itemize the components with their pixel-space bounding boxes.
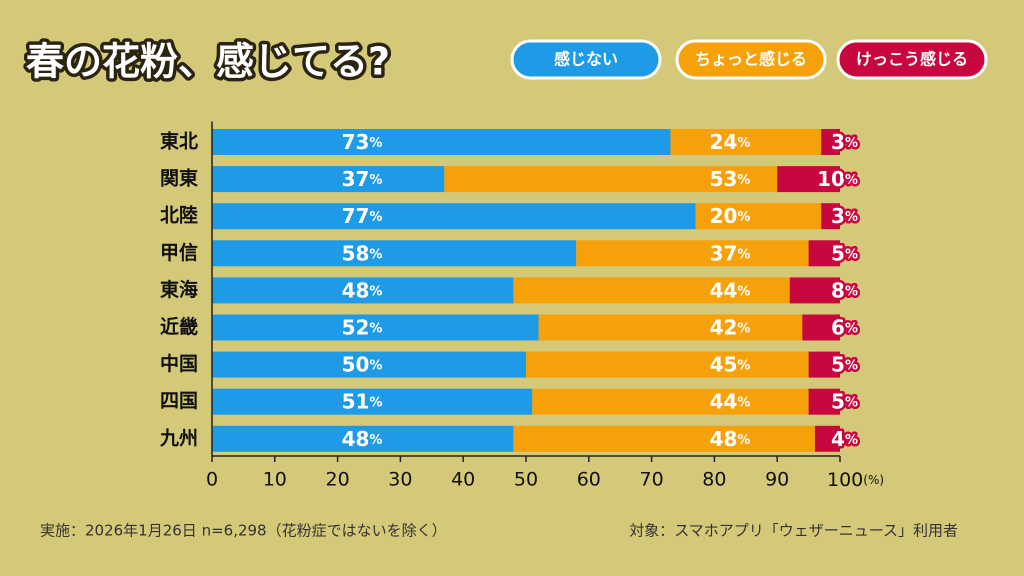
- x-tick-label: 40: [451, 469, 475, 491]
- data-label: 5%: [831, 389, 858, 413]
- y-tick-label: 四国: [160, 390, 198, 412]
- data-label: 45%: [710, 352, 751, 376]
- x-tick-label: 0: [206, 469, 218, 491]
- data-label: 5%: [831, 241, 858, 265]
- data-label: 51%: [342, 389, 383, 413]
- data-label: 37%: [342, 167, 383, 191]
- bar-segment: [513, 277, 790, 304]
- y-tick-label: 九州: [159, 427, 198, 449]
- data-label: 6%: [831, 315, 858, 339]
- legend-swatch: [510, 39, 662, 80]
- data-label: 48%: [710, 426, 751, 450]
- data-label: 77%: [342, 204, 383, 228]
- bar-segment: [212, 240, 577, 267]
- data-label: 73%: [342, 130, 383, 154]
- data-label: 5%: [831, 352, 858, 376]
- data-label: 3%: [831, 204, 858, 228]
- legend-label: ちょっと感じる: [695, 50, 807, 69]
- data-label: 4%: [831, 426, 858, 450]
- bar-segment: [513, 425, 815, 452]
- legend-swatch: [675, 39, 827, 80]
- bar-segment: [670, 129, 822, 155]
- data-label: 48%: [342, 278, 383, 302]
- data-label: 3%: [831, 130, 858, 154]
- y-tick-label: 東海: [160, 278, 198, 301]
- bar-segment: [821, 203, 840, 230]
- legend-swatch: [836, 39, 988, 80]
- data-label: 8%: [831, 278, 858, 302]
- data-label: 20%: [710, 204, 751, 228]
- x-tick-label: 50: [514, 469, 538, 491]
- bar-segment: [695, 203, 822, 230]
- annotation: 実施：2026年1月26日 n=6,298（花粉症ではないを除く）: [40, 522, 447, 540]
- data-label: 10%: [817, 167, 858, 191]
- bar-segment: [802, 314, 840, 341]
- y-tick-label: 東北: [160, 130, 198, 153]
- annotation: 対象：スマホアプリ「ウェザーニュース」利用者: [629, 522, 958, 540]
- legend-label: けっこう感じる: [856, 50, 968, 69]
- data-label: 37%: [710, 241, 751, 265]
- bar-segment: [212, 351, 526, 378]
- chart-title: 春の花粉、感じてる?: [26, 40, 390, 84]
- y-tick-label: 甲信: [160, 241, 198, 264]
- bar-segment: [821, 129, 840, 155]
- bar-segment: [814, 425, 840, 452]
- bar-segment: [444, 166, 778, 193]
- data-label: 42%: [710, 315, 751, 339]
- data-label: 50%: [342, 352, 383, 376]
- bar-segment: [789, 277, 840, 304]
- bar-segment: [538, 314, 803, 341]
- bar-segment: [212, 166, 445, 193]
- bar-segment: [576, 240, 809, 267]
- bar-segment: [808, 351, 840, 378]
- y-tick-label: 関東: [160, 167, 198, 190]
- data-label: 58%: [342, 241, 383, 265]
- bar-segment: [532, 388, 809, 415]
- data-label: 44%: [710, 278, 751, 302]
- bar-segment: [212, 388, 533, 415]
- y-tick-label: 中国: [160, 352, 198, 375]
- legend-label: 感じない: [554, 50, 618, 69]
- data-label: 53%: [710, 167, 751, 191]
- x-tick-label: 30: [388, 469, 412, 491]
- bar-segment: [777, 166, 840, 193]
- bar-segment: [212, 129, 671, 155]
- bar-segment: [212, 425, 514, 452]
- bar-segment: [212, 203, 696, 230]
- bar-segment: [212, 277, 514, 304]
- y-tick-label: 北陸: [160, 204, 198, 227]
- bar-segment: [212, 314, 539, 341]
- y-tick-label: 近畿: [160, 315, 198, 338]
- x-tick-label: 10: [263, 469, 287, 491]
- data-label: 24%: [710, 130, 751, 154]
- bar-segment: [808, 240, 840, 267]
- data-label: 52%: [342, 315, 383, 339]
- x-tick-label: 90: [765, 469, 789, 491]
- x-tick-label: 60: [577, 469, 601, 491]
- x-tick-label: 100(%): [827, 469, 884, 491]
- x-tick-label: 80: [702, 469, 726, 491]
- bar-segment: [808, 388, 840, 415]
- x-tick-label: 20: [326, 469, 350, 491]
- x-tick-label: 70: [640, 469, 664, 491]
- bar-segment: [526, 351, 809, 378]
- data-label: 48%: [342, 426, 383, 450]
- data-label: 44%: [710, 389, 751, 413]
